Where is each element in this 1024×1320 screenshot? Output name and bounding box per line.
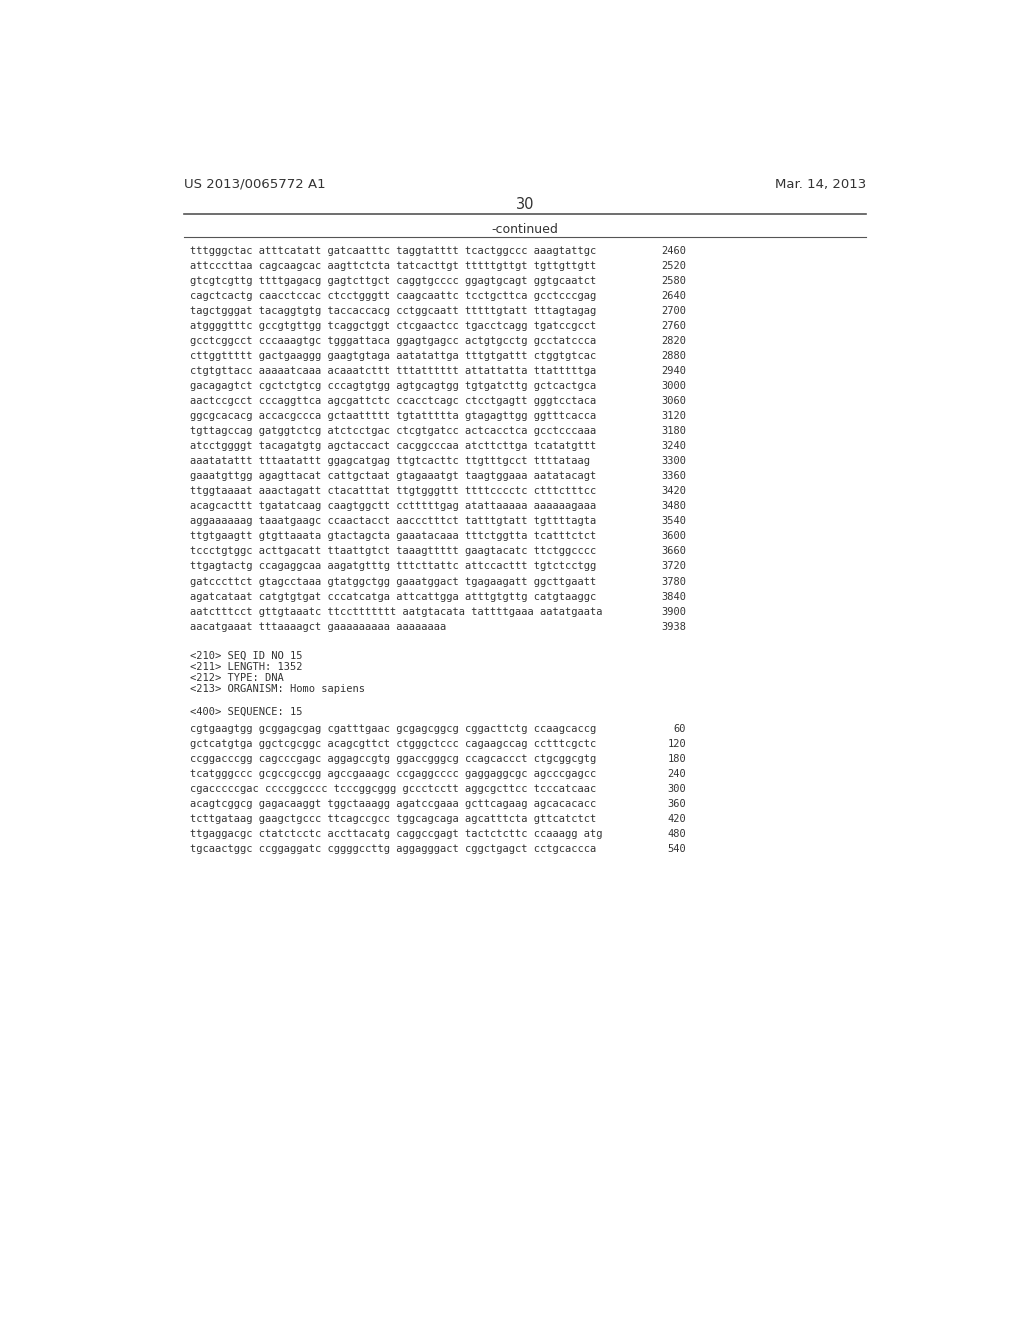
- Text: 3480: 3480: [662, 502, 686, 511]
- Text: attcccttaa cagcaagcac aagttctcta tatcacttgt tttttgttgt tgttgttgtt: attcccttaa cagcaagcac aagttctcta tatcact…: [190, 261, 596, 271]
- Text: cttggttttt gactgaaggg gaagtgtaga aatatattga tttgtgattt ctggtgtcac: cttggttttt gactgaaggg gaagtgtaga aatatat…: [190, 351, 596, 362]
- Text: gctcatgtga ggctcgcggc acagcgttct ctgggctccc cagaagccag cctttcgctc: gctcatgtga ggctcgcggc acagcgttct ctgggct…: [190, 739, 596, 750]
- Text: 3938: 3938: [662, 622, 686, 631]
- Text: 2820: 2820: [662, 337, 686, 346]
- Text: 300: 300: [668, 784, 686, 795]
- Text: 3900: 3900: [662, 607, 686, 616]
- Text: tgcaactggc ccggaggatc cggggccttg aggagggact cggctgagct cctgcaccca: tgcaactggc ccggaggatc cggggccttg aggaggg…: [190, 845, 596, 854]
- Text: acagtcggcg gagacaaggt tggctaaagg agatccgaaa gcttcagaag agcacacacc: acagtcggcg gagacaaggt tggctaaagg agatccg…: [190, 800, 596, 809]
- Text: 360: 360: [668, 800, 686, 809]
- Text: 420: 420: [668, 814, 686, 825]
- Text: atcctggggt tacagatgtg agctaccact cacggcccaa atcttcttga tcatatgttt: atcctggggt tacagatgtg agctaccact cacggcc…: [190, 441, 596, 451]
- Text: tcttgataag gaagctgccc ttcagccgcc tggcagcaga agcatttcta gttcatctct: tcttgataag gaagctgccc ttcagccgcc tggcagc…: [190, 814, 596, 825]
- Text: gaaatgttgg agagttacat cattgctaat gtagaaatgt taagtggaaa aatatacagt: gaaatgttgg agagttacat cattgctaat gtagaaa…: [190, 471, 596, 482]
- Text: 3300: 3300: [662, 457, 686, 466]
- Text: tccctgtggc acttgacatt ttaattgtct taaagttttt gaagtacatc ttctggcccc: tccctgtggc acttgacatt ttaattgtct taaagtt…: [190, 546, 596, 557]
- Text: -continued: -continued: [492, 223, 558, 236]
- Text: 540: 540: [668, 845, 686, 854]
- Text: 3780: 3780: [662, 577, 686, 586]
- Text: 60: 60: [674, 725, 686, 734]
- Text: 3120: 3120: [662, 412, 686, 421]
- Text: <213> ORGANISM: Homo sapiens: <213> ORGANISM: Homo sapiens: [190, 684, 365, 694]
- Text: 3240: 3240: [662, 441, 686, 451]
- Text: 3420: 3420: [662, 487, 686, 496]
- Text: cgtgaagtgg gcggagcgag cgatttgaac gcgagcggcg cggacttctg ccaagcaccg: cgtgaagtgg gcggagcgag cgatttgaac gcgagcg…: [190, 725, 596, 734]
- Text: tagctgggat tacaggtgtg taccaccacg cctggcaatt tttttgtatt tttagtagag: tagctgggat tacaggtgtg taccaccacg cctggca…: [190, 306, 596, 317]
- Text: <210> SEQ ID NO 15: <210> SEQ ID NO 15: [190, 651, 302, 660]
- Text: 3180: 3180: [662, 426, 686, 437]
- Text: aggaaaaaag taaatgaagc ccaactacct aaccctttct tatttgtatt tgttttagta: aggaaaaaag taaatgaagc ccaactacct aaccctt…: [190, 516, 596, 527]
- Text: 2520: 2520: [662, 261, 686, 271]
- Text: agatcataat catgtgtgat cccatcatga attcattgga atttgtgttg catgtaaggc: agatcataat catgtgtgat cccatcatga attcatt…: [190, 591, 596, 602]
- Text: ttgaggacgc ctatctcctc accttacatg caggccgagt tactctcttc ccaaagg atg: ttgaggacgc ctatctcctc accttacatg caggccg…: [190, 829, 602, 840]
- Text: Mar. 14, 2013: Mar. 14, 2013: [774, 178, 866, 190]
- Text: tttgggctac atttcatatt gatcaatttc taggtatttt tcactggccc aaagtattgc: tttgggctac atttcatatt gatcaatttc taggtat…: [190, 246, 596, 256]
- Text: ggcgcacacg accacgccca gctaattttt tgtattttta gtagagttgg ggtttcacca: ggcgcacacg accacgccca gctaattttt tgtattt…: [190, 412, 596, 421]
- Text: <211> LENGTH: 1352: <211> LENGTH: 1352: [190, 661, 302, 672]
- Text: 2880: 2880: [662, 351, 686, 362]
- Text: ttggtaaaat aaactagatt ctacatttat ttgtgggttt ttttcccctc ctttctttcc: ttggtaaaat aaactagatt ctacatttat ttgtggg…: [190, 487, 596, 496]
- Text: 120: 120: [668, 739, 686, 750]
- Text: 3720: 3720: [662, 561, 686, 572]
- Text: 3360: 3360: [662, 471, 686, 482]
- Text: atggggtttc gccgtgttgg tcaggctggt ctcgaactcc tgacctcagg tgatccgcct: atggggtttc gccgtgttgg tcaggctggt ctcgaac…: [190, 321, 596, 331]
- Text: gcctcggcct cccaaagtgc tgggattaca ggagtgagcc actgtgcctg gcctatccca: gcctcggcct cccaaagtgc tgggattaca ggagtga…: [190, 337, 596, 346]
- Text: tcatgggccc gcgccgccgg agccgaaagc ccgaggcccc gaggaggcgc agcccgagcc: tcatgggccc gcgccgccgg agccgaaagc ccgaggc…: [190, 770, 596, 779]
- Text: aactccgcct cccaggttca agcgattctc ccacctcagc ctcctgagtt gggtcctaca: aactccgcct cccaggttca agcgattctc ccacctc…: [190, 396, 596, 407]
- Text: US 2013/0065772 A1: US 2013/0065772 A1: [183, 178, 326, 190]
- Text: gatcccttct gtagcctaaa gtatggctgg gaaatggact tgagaagatt ggcttgaatt: gatcccttct gtagcctaaa gtatggctgg gaaatgg…: [190, 577, 596, 586]
- Text: ctgtgttacc aaaaatcaaa acaaatcttt tttatttttt attattatta ttatttttga: ctgtgttacc aaaaatcaaa acaaatcttt tttattt…: [190, 367, 596, 376]
- Text: <212> TYPE: DNA: <212> TYPE: DNA: [190, 673, 284, 682]
- Text: 2940: 2940: [662, 367, 686, 376]
- Text: cgacccccgac ccccggcccc tcccggcggg gccctcctt aggcgcttcc tcccatcaac: cgacccccgac ccccggcccc tcccggcggg gccctc…: [190, 784, 596, 795]
- Text: tgttagccag gatggtctcg atctcctgac ctcgtgatcc actcacctca gcctcccaaa: tgttagccag gatggtctcg atctcctgac ctcgtga…: [190, 426, 596, 437]
- Text: aacatgaaat tttaaaagct gaaaaaaaaa aaaaaaaa: aacatgaaat tttaaaagct gaaaaaaaaa aaaaaaa…: [190, 622, 446, 631]
- Text: 480: 480: [668, 829, 686, 840]
- Text: <400> SEQUENCE: 15: <400> SEQUENCE: 15: [190, 706, 302, 717]
- Text: 2580: 2580: [662, 276, 686, 286]
- Text: 3060: 3060: [662, 396, 686, 407]
- Text: aaatatattt tttaatattt ggagcatgag ttgtcacttc ttgtttgcct ttttataag: aaatatattt tttaatattt ggagcatgag ttgtcac…: [190, 457, 590, 466]
- Text: 2640: 2640: [662, 292, 686, 301]
- Text: ttgtgaagtt gtgttaaata gtactagcta gaaatacaaa tttctggtta tcatttctct: ttgtgaagtt gtgttaaata gtactagcta gaaatac…: [190, 532, 596, 541]
- Text: 3840: 3840: [662, 591, 686, 602]
- Text: aatctttcct gttgtaaatc ttccttttttt aatgtacata tattttgaaa aatatgaata: aatctttcct gttgtaaatc ttccttttttt aatgta…: [190, 607, 602, 616]
- Text: 30: 30: [515, 197, 535, 213]
- Text: ccggacccgg cagcccgagc aggagccgtg ggaccgggcg ccagcaccct ctgcggcgtg: ccggacccgg cagcccgagc aggagccgtg ggaccgg…: [190, 755, 596, 764]
- Text: cagctcactg caacctccac ctcctgggtt caagcaattc tcctgcttca gcctcccgag: cagctcactg caacctccac ctcctgggtt caagcaa…: [190, 292, 596, 301]
- Text: 2460: 2460: [662, 246, 686, 256]
- Text: 2760: 2760: [662, 321, 686, 331]
- Text: gacagagtct cgctctgtcg cccagtgtgg agtgcagtgg tgtgatcttg gctcactgca: gacagagtct cgctctgtcg cccagtgtgg agtgcag…: [190, 381, 596, 391]
- Text: 2700: 2700: [662, 306, 686, 317]
- Text: acagcacttt tgatatcaag caagtggctt cctttttgag atattaaaaa aaaaaagaaa: acagcacttt tgatatcaag caagtggctt ccttttt…: [190, 502, 596, 511]
- Text: gtcgtcgttg ttttgagacg gagtcttgct caggtgcccc ggagtgcagt ggtgcaatct: gtcgtcgttg ttttgagacg gagtcttgct caggtgc…: [190, 276, 596, 286]
- Text: ttgagtactg ccagaggcaa aagatgtttg tttcttattc attccacttt tgtctcctgg: ttgagtactg ccagaggcaa aagatgtttg tttctta…: [190, 561, 596, 572]
- Text: 3540: 3540: [662, 516, 686, 527]
- Text: 3600: 3600: [662, 532, 686, 541]
- Text: 180: 180: [668, 755, 686, 764]
- Text: 240: 240: [668, 770, 686, 779]
- Text: 3660: 3660: [662, 546, 686, 557]
- Text: 3000: 3000: [662, 381, 686, 391]
